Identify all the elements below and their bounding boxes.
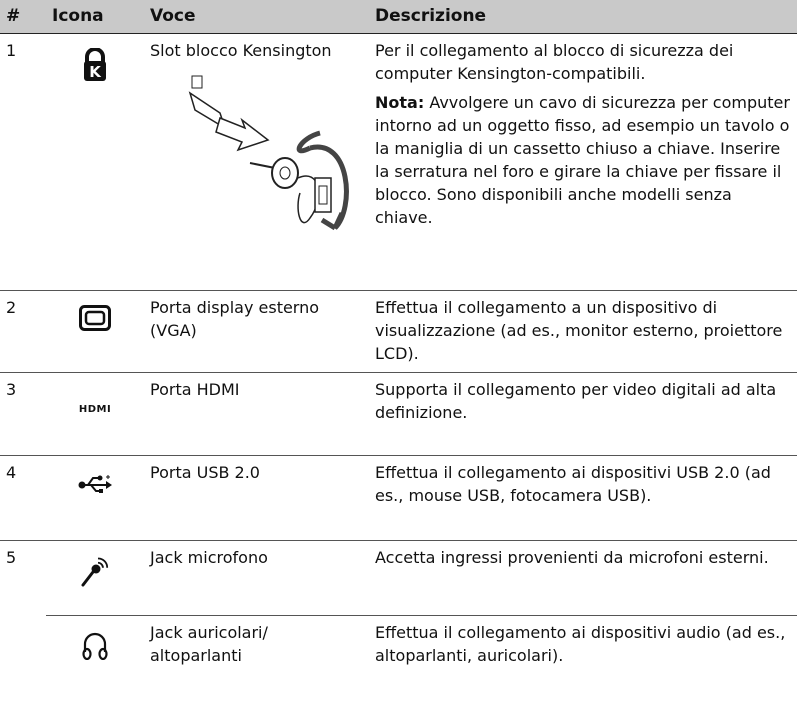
- icon-cell: [46, 615, 144, 703]
- description-cell: Per il collegamento al blocco di sicurez…: [369, 33, 797, 291]
- number: 2: [0, 290, 46, 373]
- vga-icon: [79, 304, 111, 331]
- row: 4 Porta USB 2.0 Effettua il collegamento…: [0, 455, 797, 541]
- header-row: # Icona Voce Descrizione: [0, 0, 797, 34]
- mic-icon: [81, 557, 109, 586]
- svg-text:K: K: [89, 63, 102, 81]
- row: 3 HDMI Porta HDMI Supporta il collegamen…: [0, 372, 797, 456]
- number: 1: [0, 33, 46, 291]
- item: Porta display esterno (VGA): [144, 290, 369, 373]
- header-cell: Icona: [46, 0, 144, 34]
- note-paragraph: Nota: Avvolgere un cavo di sicurezza per…: [375, 91, 791, 229]
- item: Jack auricolari/ altoparlanti: [150, 622, 268, 665]
- row: 1 K Slot blocco Kensington Per il colleg…: [0, 33, 797, 291]
- header-cell: Descrizione: [369, 0, 797, 34]
- item-cell: Slot blocco Kensington: [144, 33, 369, 291]
- icon-cell: [46, 290, 144, 373]
- description: Per il collegamento al blocco di sicurez…: [375, 40, 734, 83]
- description: Accetta ingressi provenienti da microfon…: [369, 540, 797, 616]
- description: Supporta il collegamento per video digit…: [369, 372, 797, 456]
- number: 3: [0, 372, 46, 456]
- note: Avvolgere un cavo di sicurezza per compu…: [375, 92, 790, 227]
- icon-cell: [46, 540, 144, 616]
- description: Effettua il collegamento ai dispositivi …: [375, 622, 786, 665]
- icon-cell: HDMI: [46, 372, 144, 456]
- number: 5: [6, 547, 17, 567]
- hdmi-icon: HDMI: [78, 403, 112, 415]
- lock-icon: K: [84, 46, 106, 81]
- item: Slot blocco Kensington: [150, 40, 332, 60]
- note-label: Nota:: [375, 92, 425, 112]
- item: Porta USB 2.0: [144, 455, 369, 541]
- number-cell: [0, 615, 46, 703]
- row: Jack auricolari/ altoparlanti Effettua i…: [0, 615, 797, 703]
- header-cell: #: [0, 0, 46, 34]
- lock-illustration: [188, 75, 349, 230]
- usb-icon: [78, 474, 112, 493]
- item: Porta HDMI: [144, 372, 369, 456]
- icon-cell: K: [46, 33, 144, 291]
- headphones-icon: [82, 632, 108, 660]
- description: Effettua il collegamento a un dispositiv…: [369, 290, 797, 373]
- description: Effettua il collegamento ai dispositivi …: [369, 455, 797, 541]
- item: Jack microfono: [144, 540, 369, 616]
- header-cell: Voce: [144, 0, 369, 34]
- row: 5 Jack microfono Accetta ingressi proven…: [0, 540, 797, 616]
- number: 4: [0, 455, 46, 541]
- icon-cell: [46, 455, 144, 541]
- row: 2 Porta display esterno (VGA) Effettua i…: [0, 290, 797, 373]
